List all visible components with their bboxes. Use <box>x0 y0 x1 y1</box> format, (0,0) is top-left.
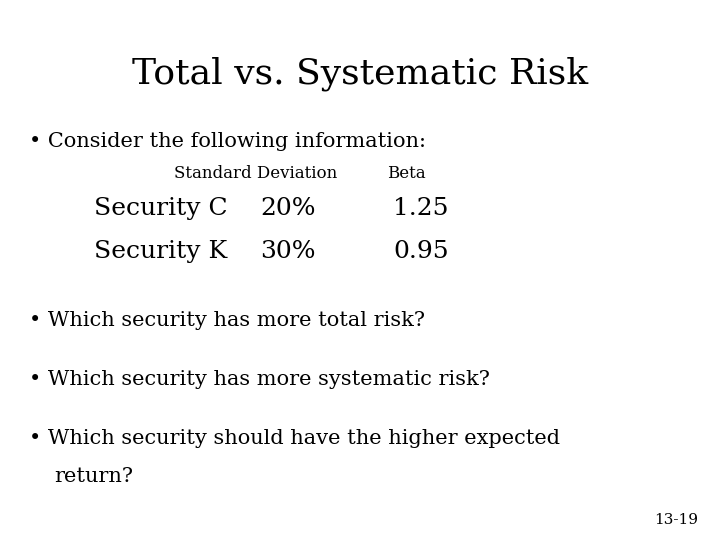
Text: Security C: Security C <box>94 197 228 220</box>
Text: Standard Deviation: Standard Deviation <box>174 165 337 181</box>
Text: 30%: 30% <box>260 240 316 264</box>
Text: • Which security has more systematic risk?: • Which security has more systematic ris… <box>29 370 490 389</box>
Text: 1.25: 1.25 <box>393 197 449 220</box>
Text: • Consider the following information:: • Consider the following information: <box>29 132 426 151</box>
Text: return?: return? <box>54 467 133 486</box>
Text: • Which security has more total risk?: • Which security has more total risk? <box>29 310 425 329</box>
Text: Security K: Security K <box>94 240 227 264</box>
Text: Total vs. Systematic Risk: Total vs. Systematic Risk <box>132 57 588 91</box>
Text: 0.95: 0.95 <box>393 240 449 264</box>
Text: 20%: 20% <box>260 197 316 220</box>
Text: 13-19: 13-19 <box>654 512 698 526</box>
Text: Beta: Beta <box>387 165 426 181</box>
Text: • Which security should have the higher expected: • Which security should have the higher … <box>29 429 560 448</box>
